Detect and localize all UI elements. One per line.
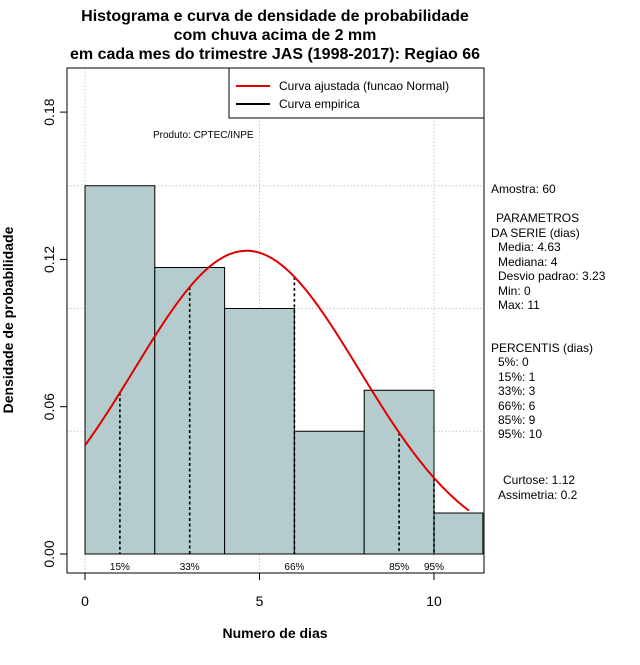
chart-title: Histograma e curva de densidade de proba… (70, 8, 480, 63)
params-heading: PARAMETROS (496, 211, 579, 225)
param-stddev: Desvio padrao: 3.23 (498, 269, 606, 283)
y-axis-title: Densidade de probabilidade (0, 226, 16, 413)
x-tick-label: 10 (426, 593, 442, 609)
x-axis-title: Numero de dias (222, 625, 327, 641)
percentil-95: 95%: 10 (498, 427, 542, 441)
legend-label-empirical: Curva empirica (279, 97, 360, 111)
chart-title-line-3: em cada mes do trimestre JAS (1998-2017)… (70, 46, 480, 63)
sample-size: Amostra: 60 (491, 182, 556, 196)
histogram-bar (224, 308, 295, 555)
chart-title-line-1: Histograma e curva de densidade de proba… (81, 8, 469, 25)
percentil-5: 5%: 0 (498, 355, 529, 369)
chart-legend: Curva ajustada (funcao Normal) Curva emp… (228, 67, 485, 119)
percentile-label: 15% (110, 562, 130, 573)
legend-box (228, 67, 485, 119)
y-tick-label: 0.18 (41, 98, 57, 125)
axes: 0 5 10 0.00 0.06 0.12 0.18 (41, 98, 442, 609)
param-mean: Media: 4.63 (498, 240, 561, 254)
percentile-label: 95% (424, 562, 444, 573)
percentile-label: 33% (180, 562, 200, 573)
histogram-bar (433, 512, 484, 555)
percentil-66: 66%: 6 (498, 399, 536, 413)
params-subheading: DA SERIE (dias) (491, 226, 580, 240)
statistics-panel: Amostra: 60 PARAMETROS DA SERIE (dias) M… (491, 182, 606, 502)
product-credit: Produto: CPTEC/INPE (153, 130, 254, 141)
percentil-85: 85%: 9 (498, 413, 536, 427)
percentil-33: 33%: 3 (498, 384, 536, 398)
param-min: Min: 0 (498, 284, 531, 298)
param-median: Mediana: 4 (498, 255, 558, 269)
percentile-label: 85% (389, 562, 409, 573)
percentile-label: 66% (284, 562, 304, 573)
y-tick-label: 0.06 (41, 393, 57, 420)
normal-density-curve (84, 249, 470, 512)
curtose-value: Curtose: 1.12 (503, 473, 575, 487)
percentile-markers: 15% 33% 66% 85% 95% (110, 276, 444, 573)
y-tick-label: 0.00 (41, 540, 57, 567)
assimetria-value: Assimetria: 0.2 (498, 488, 578, 502)
percentis-heading: PERCENTIS (dias) (491, 341, 593, 355)
x-tick-label: 5 (256, 593, 264, 609)
percentil-15: 15%: 1 (498, 370, 536, 384)
param-max: Max: 11 (498, 298, 540, 312)
chart-title-line-2: com chuva acima de 2 mm (174, 27, 377, 44)
histogram-bar (293, 430, 365, 555)
legend-label-fitted: Curva ajustada (funcao Normal) (279, 79, 449, 93)
y-tick-label: 0.12 (41, 246, 57, 273)
x-tick-label: 0 (81, 593, 89, 609)
